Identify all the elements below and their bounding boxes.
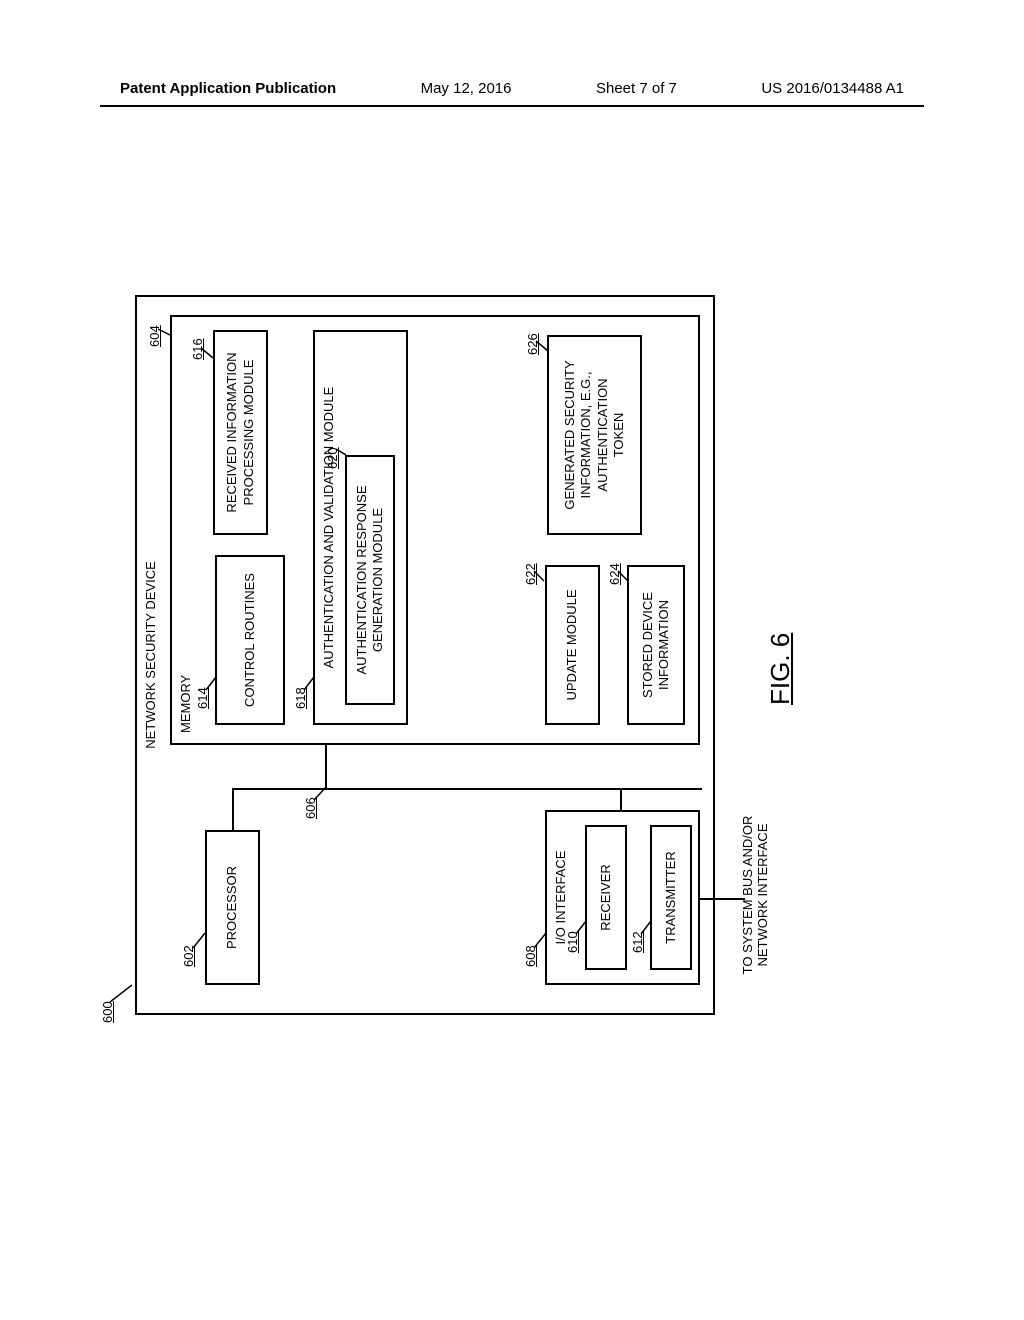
transmitter-box: TRANSMITTER	[650, 825, 692, 970]
memory-label: MEMORY	[178, 675, 194, 733]
figure-label: FIG. 6	[765, 633, 796, 705]
processor-box: PROCESSOR	[205, 830, 260, 985]
bus-to-memory	[325, 742, 327, 790]
bus-line-vertical	[232, 788, 702, 790]
received-info-box: RECEIVED INFORMATION PROCESSING MODULE	[213, 330, 268, 535]
bus-to-io	[620, 788, 622, 810]
control-routines-box: CONTROL ROUTINES	[215, 555, 285, 725]
gen-security-label: GENERATED SECURITY INFORMATION, E.G., AU…	[562, 360, 627, 509]
external-label: TO SYSTEM BUS AND/OR NETWORK INTERFACE	[740, 785, 770, 1005]
publication-docnum: US 2016/0134488 A1	[761, 80, 904, 97]
receiver-box: RECEIVER	[585, 825, 627, 970]
figure-diagram: 600 NETWORK SECURITY DEVICE 602 PROCESSO…	[135, 295, 885, 1015]
stored-device-label: STORED DEVICE INFORMATION	[640, 592, 673, 698]
stored-device-box: STORED DEVICE INFORMATION	[627, 565, 685, 725]
outer-box-title: NETWORK SECURITY DEVICE	[143, 561, 159, 749]
auth-response-label: AUTHENTICATION RESPONSE GENERATION MODUL…	[354, 486, 387, 675]
auth-module-label: AUTHENTICATION AND VALIDATION MODULE	[321, 387, 337, 669]
io-to-ext	[700, 898, 745, 900]
lead-600	[107, 980, 137, 1010]
header-rule	[100, 105, 924, 107]
lead-620	[333, 435, 349, 457]
publication-date: May 12, 2016	[421, 80, 512, 97]
bus-to-processor	[232, 788, 234, 830]
publication-label: Patent Application Publication	[120, 80, 336, 97]
received-info-label: RECEIVED INFORMATION PROCESSING MODULE	[224, 352, 257, 512]
receiver-label: RECEIVER	[598, 864, 614, 930]
gen-security-box: GENERATED SECURITY INFORMATION, E.G., AU…	[547, 335, 642, 535]
transmitter-label: TRANSMITTER	[663, 851, 679, 943]
page-header: Patent Application Publication May 12, 2…	[0, 80, 1024, 97]
update-module-label: UPDATE MODULE	[564, 590, 580, 701]
control-routines-label: CONTROL ROUTINES	[242, 573, 258, 707]
auth-response-box: AUTHENTICATION RESPONSE GENERATION MODUL…	[345, 455, 395, 705]
publication-sheet: Sheet 7 of 7	[596, 80, 677, 97]
processor-label: PROCESSOR	[224, 866, 240, 949]
update-module-box: UPDATE MODULE	[545, 565, 600, 725]
